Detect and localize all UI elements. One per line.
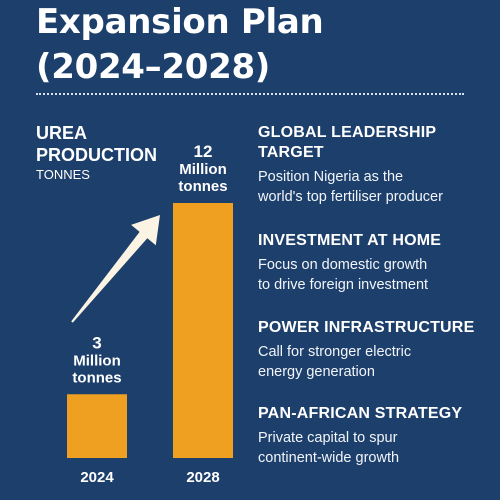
text-line-2: continent-wide growth — [258, 450, 400, 466]
data-label-2028-line-2: Million — [179, 161, 227, 178]
key-point-text: Focus on domestic growth to drive foreig… — [258, 255, 441, 295]
text-line-1: Position Nigeria as the — [258, 169, 404, 185]
key-point-pan-african: PAN-AFRICAN STRATEGY Private capital to … — [258, 404, 462, 468]
text-line-1: Private capital to spur — [258, 430, 398, 446]
key-point-heading: INVESTMENT AT HOME — [258, 232, 442, 249]
key-point-text: Call for stronger electric energy genera… — [258, 342, 474, 382]
chart-unit-label: TONNES — [36, 167, 90, 182]
page-title: Expansion Plan (2024–2028) — [36, 0, 324, 90]
text-line-2: energy generation — [258, 364, 375, 380]
x-tick-label-2028: 2028 — [186, 469, 219, 486]
chart-heading: UREA PRODUCTION TONNES — [36, 122, 157, 184]
text-line-1: Call for stronger electric — [258, 344, 412, 360]
title-line-1: Expansion Plan — [36, 2, 324, 42]
text-line-2: world's top fertiliser producer — [258, 189, 443, 205]
data-label-2024-line-2: Million — [73, 352, 121, 369]
key-point-text: Position Nigeria as the world's top fert… — [258, 167, 443, 207]
heading-line-2: TARGET — [258, 144, 324, 161]
bar-2024 — [67, 394, 127, 458]
key-point-power: POWER INFRASTRUCTURE Call for stronger e… — [258, 318, 474, 382]
key-point-heading: GLOBAL LEADERSHIP TARGET — [258, 123, 443, 163]
key-point-text: Private capital to spur continent-wide g… — [258, 428, 462, 468]
heading-line-1: GLOBAL LEADERSHIP — [258, 124, 437, 141]
chart-title-line-2: PRODUCTION — [36, 145, 157, 165]
data-label-2028-line-1: 12 — [194, 142, 213, 161]
data-label-2024-line-1: 3 — [92, 333, 101, 352]
key-point-heading: POWER INFRASTRUCTURE — [258, 319, 475, 336]
data-label-2024-line-3: tonnes — [72, 369, 121, 386]
key-point-heading: PAN-AFRICAN STRATEGY — [258, 405, 463, 422]
key-point-investment: INVESTMENT AT HOME Focus on domestic gro… — [258, 231, 441, 295]
data-label-2028-line-3: tonnes — [178, 178, 227, 195]
x-tick-label-2024: 2024 — [80, 469, 114, 486]
dotted-divider — [36, 93, 464, 95]
growth-arrow — [71, 215, 160, 323]
chart-title-line-1: UREA — [36, 123, 88, 143]
text-line-1: Focus on domestic growth — [258, 257, 428, 273]
text-line-2: to drive foreign investment — [258, 277, 429, 293]
bar-2028 — [173, 203, 233, 458]
title-line-2: (2024–2028) — [36, 47, 271, 87]
key-point-global-leadership: GLOBAL LEADERSHIP TARGET Position Nigeri… — [258, 123, 443, 207]
